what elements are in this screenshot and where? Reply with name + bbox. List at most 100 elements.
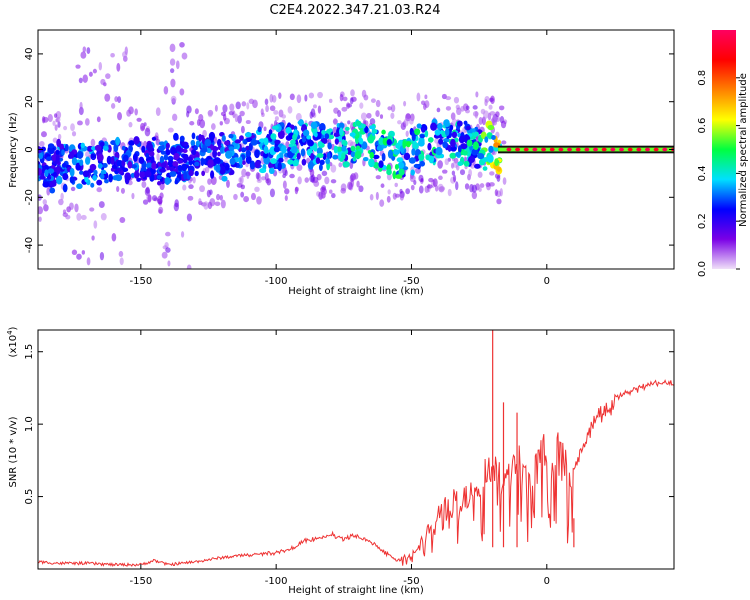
spectrogram-cell — [248, 98, 255, 105]
spectrogram-cell — [301, 158, 307, 166]
spectrogram-cell — [406, 141, 411, 148]
spectrogram-cell — [177, 159, 184, 164]
spectrogram-cell — [229, 157, 236, 165]
spectrogram-cell — [453, 174, 457, 183]
spectrogram-cell — [367, 135, 375, 144]
spectrogram-cell — [455, 181, 459, 191]
spectrogram-cell — [347, 181, 353, 190]
spectrogram-cell — [76, 212, 82, 221]
spectrogram-cell — [304, 177, 310, 183]
spectrogram-cell — [49, 181, 57, 188]
spectrogram-cell — [239, 135, 244, 141]
spectrogram-cell — [175, 60, 180, 70]
spectrogram-cells — [38, 42, 674, 269]
spectrogram-cell — [71, 131, 77, 137]
spectrogram-cell — [181, 163, 188, 172]
spectrogram-cell — [300, 126, 306, 131]
spectrogram-cell — [296, 94, 302, 104]
spectrogram-cell — [161, 251, 168, 259]
spectrogram-cell — [369, 151, 375, 159]
spectrogram-cell — [99, 141, 105, 147]
spectrogram-cell — [444, 128, 450, 136]
spectrogram-cell — [494, 173, 501, 179]
spectrogram-cell — [262, 152, 269, 159]
spectrogram-cell — [345, 102, 351, 109]
spectrogram-cell — [104, 178, 109, 184]
spectrogram-cell — [100, 213, 107, 221]
spectrogram-cell — [405, 188, 411, 195]
spectrogram-cell — [421, 127, 426, 133]
spectrogram-cell — [627, 147, 633, 152]
spectrogram-cell — [284, 188, 290, 195]
spectrogram-cell — [167, 155, 174, 162]
figure-title: C2E4.2022.347.21.03.R24 — [269, 3, 440, 18]
spectrogram-cell — [117, 96, 122, 103]
spectrogram-cell — [179, 135, 185, 142]
spectrogram-cell — [491, 134, 496, 140]
spectrogram-cell — [297, 176, 302, 185]
spectrogram-cell — [287, 151, 294, 159]
spectrogram-cell — [175, 145, 182, 152]
spectrogram-cell — [165, 231, 171, 237]
spectrogram-cell — [233, 193, 238, 201]
spectrogram-cell — [494, 158, 499, 167]
spectrogram-cell — [287, 106, 293, 114]
spectrogram-cell — [199, 185, 205, 193]
spectrogram-cell — [402, 140, 407, 149]
spectrogram-cell — [128, 121, 133, 128]
spectrogram-cell — [435, 146, 443, 156]
spectrogram-cell — [156, 174, 162, 180]
spectrogram-cell — [393, 149, 401, 155]
spectrogram-cell — [47, 168, 55, 174]
spectrogram-cell — [136, 177, 141, 182]
spectrogram-cell — [489, 111, 496, 116]
spectrogram-cell — [145, 186, 150, 194]
spectrogram-cell — [260, 176, 267, 181]
spectrogram-cell — [145, 152, 150, 159]
spectrogram-cell — [194, 161, 200, 167]
spectrogram-cell — [240, 125, 245, 134]
spectrogram-cell — [397, 161, 405, 169]
spectrogram-cell — [444, 158, 449, 166]
spectrogram-cell — [52, 120, 56, 126]
spectrogram-cell — [207, 112, 213, 118]
spectrogram-cell — [292, 133, 297, 141]
spectrogram-cell — [117, 111, 122, 121]
spectrogram-cell — [86, 47, 91, 55]
spectrogram-cell — [119, 217, 126, 223]
spectrogram-cell — [122, 154, 129, 162]
spectrogram-cell — [94, 144, 102, 152]
spectrogram-cell — [78, 106, 84, 116]
spectrogram-cell — [321, 129, 326, 135]
spectrogram-cell — [386, 139, 392, 146]
spectrogram-cell — [201, 158, 207, 165]
spectrogram-cell — [338, 127, 344, 136]
spectrogram-cell — [180, 231, 185, 238]
spectrogram-cell — [270, 133, 277, 140]
spectrogram-cell — [662, 147, 668, 152]
spectrogram-cell — [419, 160, 426, 167]
spectrogram-cell — [439, 186, 446, 191]
spectrogram-cell — [219, 121, 223, 126]
spectrogram-cell — [279, 152, 284, 159]
spectrogram-cell — [410, 169, 415, 176]
spectrogram-cell — [62, 183, 68, 193]
spectrogram-cell — [241, 101, 247, 107]
spectrogram-cell — [46, 156, 52, 162]
spectrogram-cell — [121, 159, 126, 167]
spectrogram-cell — [334, 138, 339, 145]
spectrogram-y-tick-label: -20 — [24, 189, 35, 205]
spectrogram-cell — [110, 52, 115, 58]
spectrogram-cell — [160, 150, 167, 155]
spectrogram-cell — [450, 138, 456, 148]
spectrogram-cell — [236, 182, 243, 188]
spectrogram-cell — [69, 167, 75, 177]
spectrogram-cell — [150, 155, 155, 165]
spectrogram-cell — [71, 156, 78, 166]
spectrogram-cell — [54, 124, 58, 131]
spectrogram-cell — [200, 148, 208, 153]
spectrogram-cell — [163, 153, 169, 161]
spectrogram-cell — [436, 107, 441, 113]
spectrogram-cell — [46, 187, 51, 196]
